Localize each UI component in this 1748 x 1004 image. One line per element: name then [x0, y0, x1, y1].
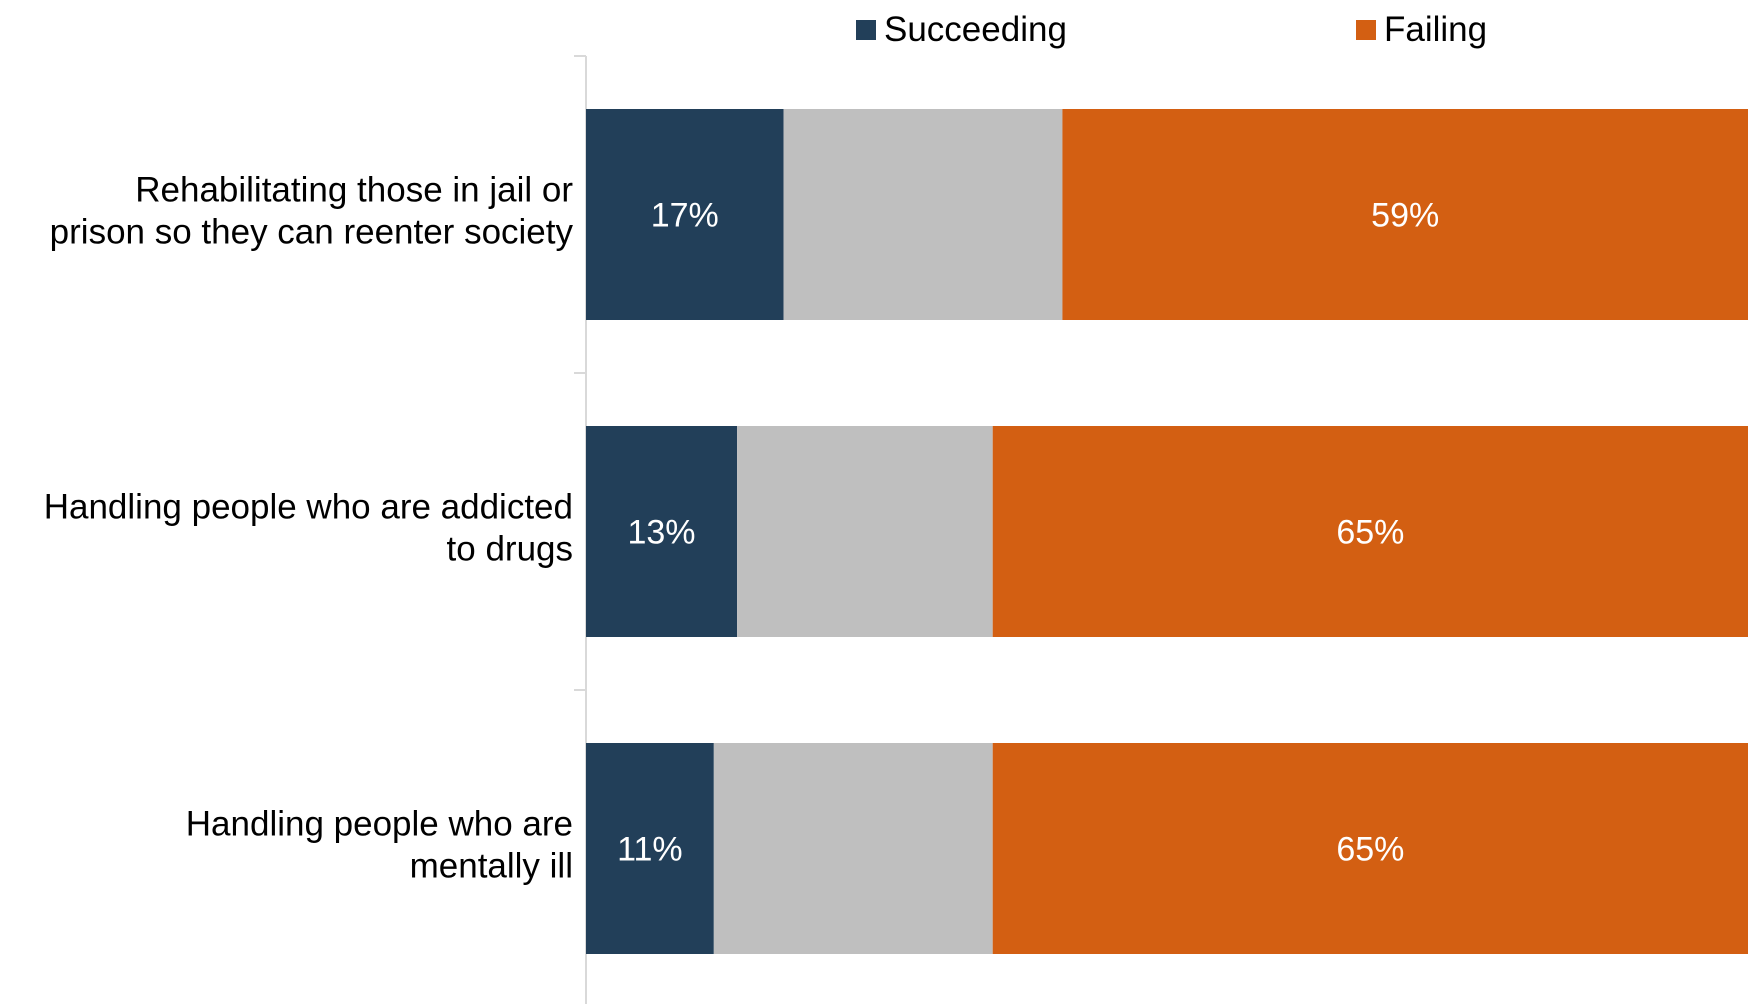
category-label: to drugs: [447, 530, 573, 569]
data-label: 11%: [617, 831, 683, 869]
data-label: 59%: [1371, 197, 1439, 235]
data-label: 65%: [1336, 831, 1404, 869]
bar-segment-failing: [1062, 109, 1748, 320]
bar-segment-neutral: [783, 109, 1063, 320]
bar-segment-neutral: [713, 743, 993, 954]
bar-segment-failing: [992, 426, 1748, 637]
bar-segment-succeeding: [586, 109, 784, 320]
category-label: mentally ill: [410, 847, 573, 886]
category-axis: [574, 55, 587, 1004]
category-label: Handling people who are addicted: [44, 488, 573, 527]
category-label: prison so they can reenter society: [50, 213, 574, 252]
legend-label: Succeeding: [884, 10, 1067, 49]
legend: Succeeding Failing: [856, 10, 1487, 49]
data-label: 13%: [627, 514, 695, 552]
data-label: 17%: [651, 197, 719, 235]
bar-segment-succeeding: [586, 426, 738, 637]
bars: 17% 59% 13% 65% 11% 65%: [586, 109, 1748, 954]
legend-label: Failing: [1384, 10, 1487, 49]
bar-segment-failing: [992, 743, 1748, 954]
data-label: 65%: [1336, 514, 1404, 552]
bar-segment-neutral: [737, 426, 993, 637]
legend-swatch: [856, 20, 876, 40]
category-label: Handling people who are: [186, 805, 573, 844]
bar-segment-succeeding: [586, 743, 714, 954]
legend-swatch: [1356, 20, 1376, 40]
category-label: Rehabilitating those in jail or: [135, 171, 573, 210]
